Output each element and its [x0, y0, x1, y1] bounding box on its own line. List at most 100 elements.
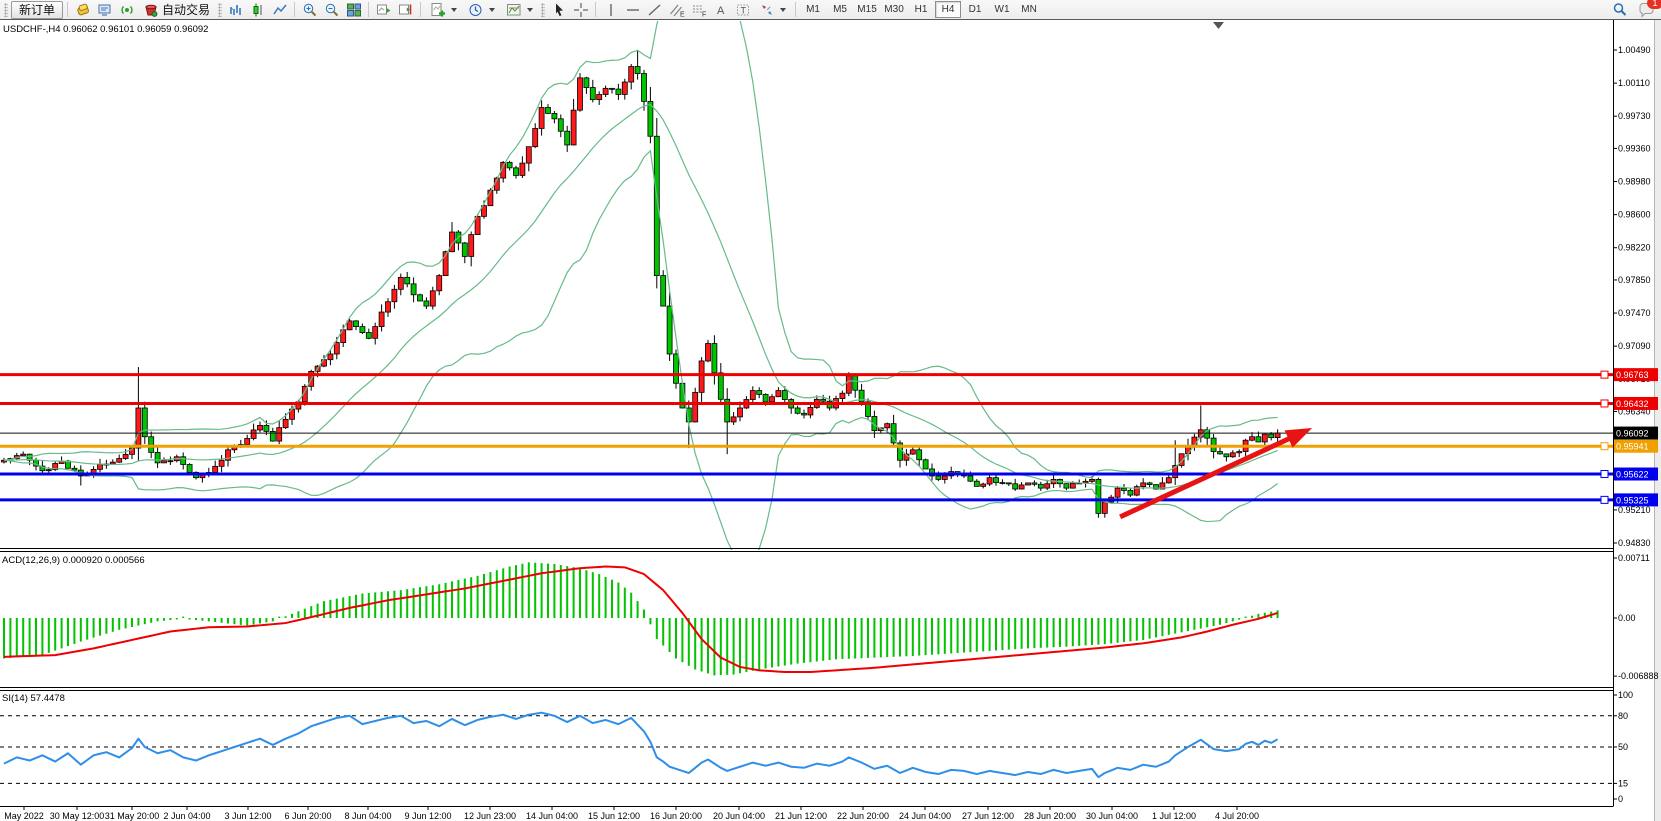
- price-badge-label: 0.95325: [1616, 495, 1649, 505]
- timeframe-d1[interactable]: D1: [962, 1, 988, 18]
- vertical-line-icon[interactable]: [600, 1, 621, 19]
- candle-body: [1031, 482, 1038, 485]
- candle-body: [468, 234, 475, 257]
- candle-body: [487, 189, 494, 207]
- svg-text:T: T: [740, 5, 746, 15]
- autotrading-label: 自动交易: [162, 3, 211, 17]
- svg-text:E: E: [680, 11, 685, 18]
- bar-chart-icon[interactable]: [225, 1, 246, 19]
- new-order-button[interactable]: 新订单: [11, 0, 64, 19]
- timeframe-mn[interactable]: MN: [1016, 1, 1042, 18]
- candle-body: [327, 353, 334, 361]
- candle-body: [244, 438, 251, 445]
- candle-body: [461, 242, 468, 257]
- candle-body: [1063, 483, 1070, 489]
- timeframe-h4[interactable]: H4: [935, 1, 962, 18]
- line-end-marker[interactable]: [1600, 470, 1609, 479]
- terminal-icon[interactable]: [94, 1, 115, 19]
- separator: [67, 2, 69, 17]
- toolbar-grip[interactable]: [4, 2, 8, 17]
- text-icon[interactable]: A: [710, 1, 731, 19]
- time-tick-label: 22 Jun 20:00: [837, 811, 889, 821]
- cursor-icon[interactable]: [548, 1, 569, 19]
- candle-body: [1217, 451, 1223, 455]
- toolbar-grip[interactable]: [218, 2, 223, 17]
- equidistant-channel-icon[interactable]: E: [666, 1, 687, 19]
- candle-body: [410, 283, 417, 296]
- line-end-marker[interactable]: [1600, 370, 1609, 379]
- chart-shift-icon[interactable]: [395, 1, 416, 19]
- candle-body: [404, 276, 411, 285]
- candlestick-chart-icon[interactable]: [247, 1, 268, 19]
- periods-button[interactable]: [463, 1, 500, 19]
- timeframe-m5[interactable]: M5: [827, 1, 853, 18]
- price-badge: [1614, 493, 1658, 507]
- candle-body: [1121, 487, 1127, 491]
- price-axis[interactable]: 1.00490 1.00110 0.99730 0.99360 0.98980 0.986…: [1600, 45, 1659, 804]
- macd-pane[interactable]: [3, 562, 1279, 676]
- candle-body: [589, 87, 596, 101]
- crosshair-icon[interactable]: [570, 1, 591, 19]
- time-tick-label: 1 Jul 12:00: [1152, 811, 1196, 821]
- fibonacci-icon[interactable]: F: [688, 1, 709, 19]
- line-end-marker[interactable]: [1600, 495, 1609, 504]
- candle-body: [577, 77, 583, 111]
- timeframe-m15[interactable]: M15: [854, 1, 880, 18]
- text-label-icon[interactable]: T: [732, 1, 753, 19]
- rsi-tick-label: 0: [1618, 794, 1623, 804]
- candle-body: [180, 456, 187, 465]
- autotrading-button[interactable]: 自动交易: [138, 1, 215, 19]
- toolbar-grip[interactable]: [541, 2, 546, 17]
- candle-body: [820, 398, 827, 402]
- candle-body: [397, 276, 404, 290]
- trend-arrow[interactable]: [1119, 431, 1301, 520]
- candle-body: [1037, 483, 1044, 489]
- search-icon[interactable]: [1609, 1, 1630, 19]
- candle-body: [442, 251, 449, 276]
- candle-body: [1261, 433, 1268, 443]
- trend-arrow-head[interactable]: [1284, 428, 1313, 448]
- candle-body: [999, 482, 1006, 484]
- symbols-icon[interactable]: [72, 1, 93, 19]
- macd-tick-label: 0.00: [1618, 613, 1636, 623]
- line-end-marker[interactable]: [1600, 399, 1609, 408]
- shapes-button[interactable]: [754, 1, 791, 19]
- time-tick-label: 2 Jun 04:00: [163, 811, 210, 821]
- indicators-button[interactable]: [425, 1, 462, 19]
- candle-body: [769, 396, 775, 403]
- separator: [294, 2, 296, 17]
- time-tick-label: 9 Jun 12:00: [404, 811, 451, 821]
- main-chart-pane[interactable]: [0, 20, 1613, 565]
- templates-button[interactable]: [501, 1, 538, 19]
- line-chart-icon[interactable]: [269, 1, 290, 19]
- candle-body: [986, 477, 993, 485]
- signal-icon[interactable]: [116, 1, 137, 19]
- zoom-out-icon[interactable]: [321, 1, 342, 19]
- timeframe-h1[interactable]: H1: [908, 1, 934, 18]
- trendline-icon[interactable]: [644, 1, 665, 19]
- auto-scroll-icon[interactable]: [373, 1, 394, 19]
- candle-body: [884, 423, 891, 429]
- price-tick-label: 0.97090: [1618, 341, 1651, 351]
- time-axis[interactable]: May 2022 30 May 12:00 31 May 20:00 2 Jun 04…: [4, 806, 1259, 821]
- candle-body: [1172, 465, 1179, 479]
- chart-shift-marker[interactable]: [1213, 22, 1224, 29]
- macd-tick-label: -0.006888: [1618, 671, 1659, 681]
- timeframe-m1[interactable]: M1: [800, 1, 826, 18]
- candle-body: [660, 275, 667, 307]
- candle-body: [218, 459, 225, 467]
- price-badge: [1614, 439, 1658, 453]
- line-end-marker[interactable]: [1600, 442, 1609, 451]
- chart-window[interactable]: USDCHF-,H4 0.96062 0.96101 0.96059 0.960…: [0, 20, 1661, 821]
- horizontal-line-icon[interactable]: [622, 1, 643, 19]
- tile-windows-icon[interactable]: [343, 1, 364, 19]
- chart-title: USDCHF-,H4 0.96062 0.96101 0.96059 0.960…: [3, 24, 208, 35]
- timeframe-m30[interactable]: M30: [881, 1, 907, 18]
- candle-body: [717, 372, 724, 400]
- candle-body: [673, 353, 679, 384]
- rsi-pane[interactable]: [0, 711, 1613, 784]
- timeframe-w1[interactable]: W1: [989, 1, 1015, 18]
- time-tick-label: 27 Jun 12:00: [962, 811, 1014, 821]
- candle-body: [1249, 436, 1255, 441]
- zoom-in-icon[interactable]: [299, 1, 320, 19]
